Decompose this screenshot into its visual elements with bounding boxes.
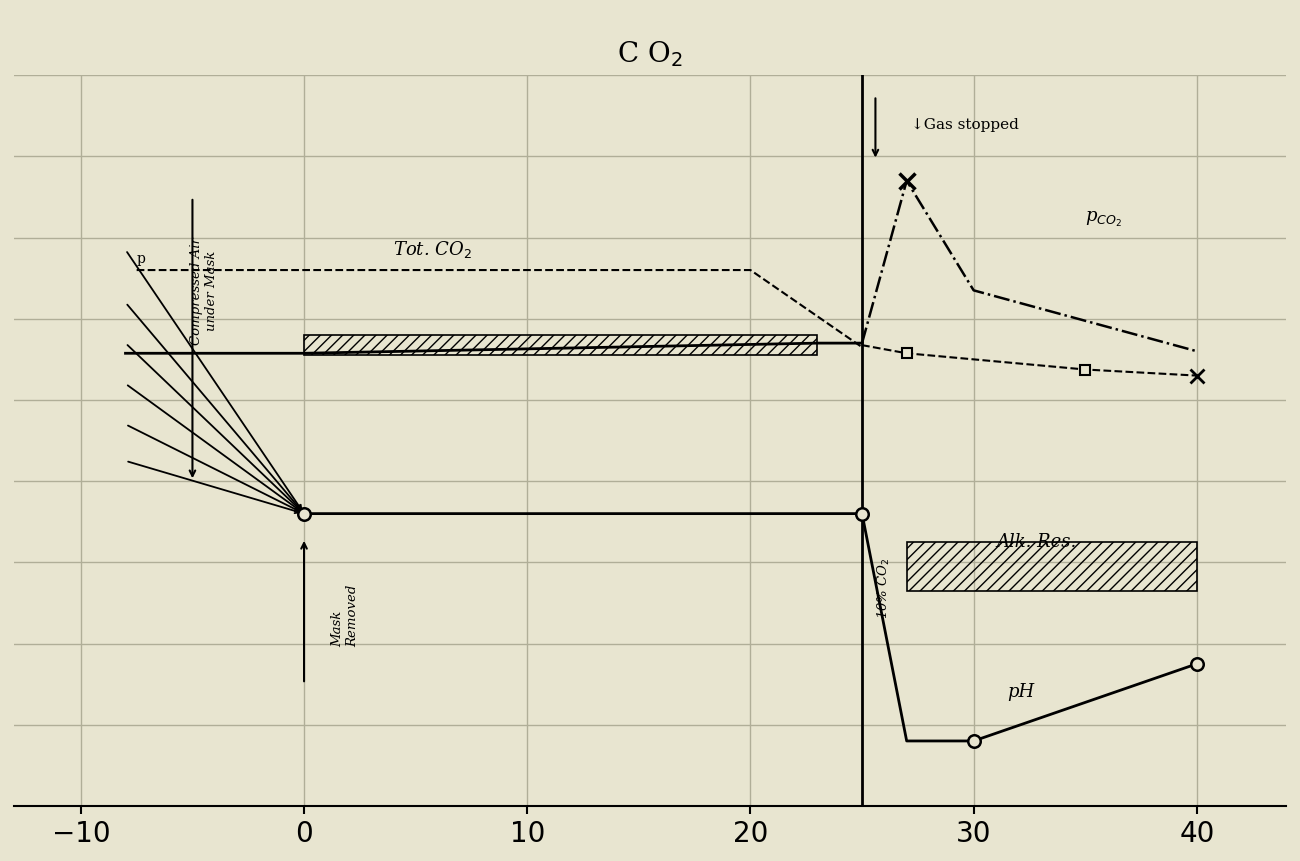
Text: Alk. Res.: Alk. Res.	[996, 532, 1076, 550]
Text: p$_{CO_2}$: p$_{CO_2}$	[1086, 210, 1122, 229]
Text: pH: pH	[1008, 683, 1035, 701]
Text: 10% CO$_2$: 10% CO$_2$	[875, 556, 892, 618]
Text: Mask
Removed: Mask Removed	[330, 585, 359, 647]
Bar	[304, 336, 818, 356]
Bar	[906, 542, 1197, 591]
Text: C O$_2$: C O$_2$	[618, 39, 682, 69]
Text: ↓Gas stopped: ↓Gas stopped	[911, 118, 1019, 132]
Text: Tot. CO$_2$: Tot. CO$_2$	[394, 238, 472, 259]
Text: Compressed Air
under Mask: Compressed Air under Mask	[190, 237, 217, 345]
Text: p: p	[136, 251, 146, 266]
